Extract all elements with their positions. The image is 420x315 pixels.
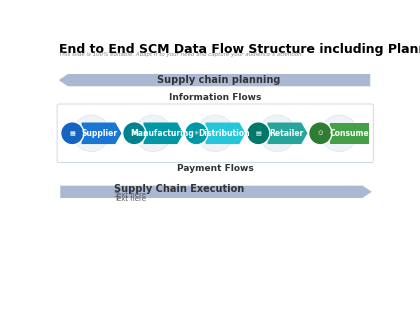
Circle shape — [123, 122, 146, 145]
Circle shape — [197, 115, 234, 152]
Text: Text here: Text here — [115, 196, 147, 202]
FancyBboxPatch shape — [57, 104, 373, 163]
Circle shape — [259, 115, 296, 152]
Circle shape — [185, 122, 208, 145]
Text: Text here: Text here — [115, 192, 147, 198]
Polygon shape — [268, 123, 307, 144]
Text: ⚙: ⚙ — [131, 131, 137, 136]
Polygon shape — [81, 123, 121, 144]
Text: End to End SCM Data Flow Structure including Planning and Execution: End to End SCM Data Flow Structure inclu… — [59, 43, 420, 56]
Circle shape — [73, 115, 110, 152]
Text: ⚇: ⚇ — [318, 131, 323, 136]
Text: ▦: ▦ — [69, 131, 75, 136]
Text: Supply Chain Execution: Supply Chain Execution — [115, 185, 245, 194]
Circle shape — [247, 122, 270, 145]
Circle shape — [135, 115, 172, 152]
Text: Distribution: Distribution — [198, 129, 250, 138]
Text: This slide is 100% editable. Adapt it to your need and capture your audience’s a: This slide is 100% editable. Adapt it to… — [59, 52, 303, 57]
Polygon shape — [144, 123, 184, 144]
Circle shape — [60, 122, 84, 145]
Polygon shape — [59, 74, 370, 86]
Text: Consumer: Consumer — [329, 129, 373, 138]
Text: Supplier: Supplier — [82, 129, 118, 138]
Text: Information Flows: Information Flows — [169, 93, 261, 102]
Polygon shape — [205, 123, 245, 144]
Text: Retailer: Retailer — [269, 129, 303, 138]
Polygon shape — [60, 186, 372, 198]
Text: Supply chain planning: Supply chain planning — [158, 75, 281, 85]
Text: Payment Flows: Payment Flows — [177, 164, 254, 173]
Text: Manufacturing: Manufacturing — [130, 129, 194, 138]
Text: ▤: ▤ — [255, 131, 261, 136]
Circle shape — [309, 122, 332, 145]
Polygon shape — [330, 123, 370, 144]
Text: ✳: ✳ — [194, 131, 199, 136]
Circle shape — [321, 115, 358, 152]
